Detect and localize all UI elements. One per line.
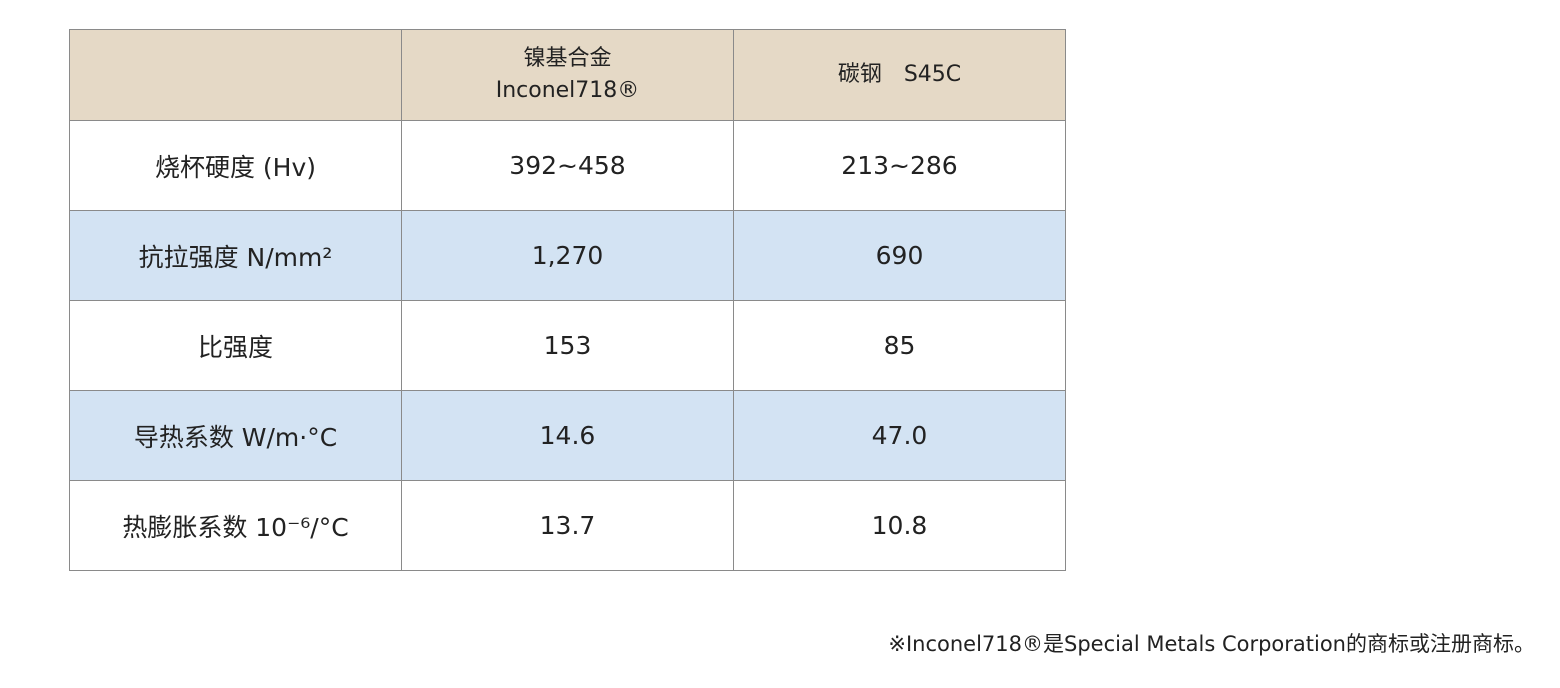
value-cell: 10.8: [733, 480, 1066, 571]
value-cell: 392~458: [401, 120, 734, 211]
row-label: 比强度: [69, 300, 402, 391]
table-row: 抗拉强度 N/mm² 1,270 690: [69, 210, 1066, 301]
header-text: 镍基合金: [523, 46, 612, 71]
value-cell: 13.7: [401, 480, 734, 571]
header-row: 镍基合金 Inconel718® 碳钢 S45C: [69, 29, 1066, 121]
table-row: 比强度 153 85: [69, 300, 1066, 391]
value-cell: 47.0: [733, 390, 1066, 481]
row-label: 导热系数 W/m·°C: [69, 390, 402, 481]
value-cell: 153: [401, 300, 734, 391]
footnote: ※Inconel718®是Special Metals Corporation的…: [888, 632, 1535, 656]
header-text: Inconel718®: [495, 78, 640, 103]
table-row: 烧杯硬度 (Hv) 392~458 213~286: [69, 120, 1066, 211]
table-row: 导热系数 W/m·°C 14.6 47.0: [69, 390, 1066, 481]
value-cell: 14.6: [401, 390, 734, 481]
value-cell: 213~286: [733, 120, 1066, 211]
value-cell: 85: [733, 300, 1066, 391]
value-cell: 690: [733, 210, 1066, 301]
header-cell: 碳钢 S45C: [733, 29, 1066, 121]
row-label: 热膨胀系数 10⁻⁶/°C: [69, 480, 402, 571]
table-row: 热膨胀系数 10⁻⁶/°C 13.7 10.8: [69, 480, 1066, 571]
comparison-table: 镍基合金 Inconel718® 碳钢 S45C 烧杯硬度 (Hv) 392~458 21…: [69, 29, 1066, 571]
value-cell: 1,270: [401, 210, 734, 301]
row-label: 烧杯硬度 (Hv): [69, 120, 402, 211]
header-cell: 镍基合金 Inconel718®: [401, 29, 734, 121]
header-text: 碳钢 S45C: [837, 62, 962, 87]
row-label: 抗拉强度 N/mm²: [69, 210, 402, 301]
header-cell: [69, 29, 402, 121]
